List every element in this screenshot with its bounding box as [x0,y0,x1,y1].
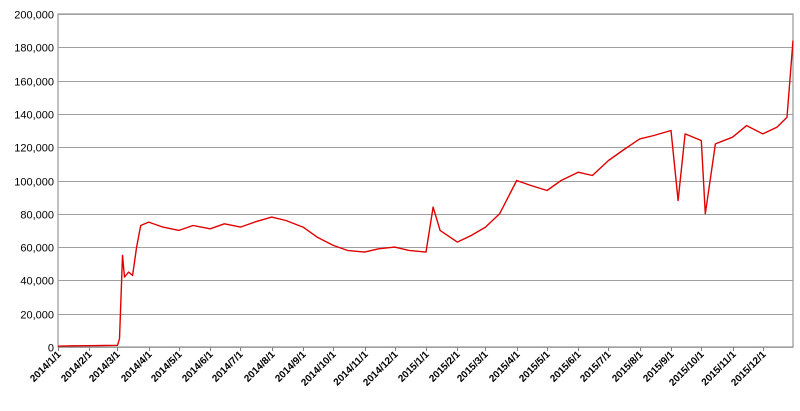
x-tick-label: 2015/1/1 [396,349,432,385]
x-tick-label: 2015/6/1 [548,349,584,385]
y-axis-ticks: 0 20,000 40,000 60,000 80,000 100,000 120,000 1… [14,10,54,355]
y-tick-label: 40,000 [20,276,54,288]
x-tick-label: 2014/7/1 [210,349,246,385]
y-tick-label: 80,000 [20,210,54,222]
x-tick-label: 2015/8/1 [610,349,646,385]
y-tick-label: 120,000 [14,143,54,155]
x-tick-label: 2014/5/1 [149,349,185,385]
y-tick-label: 60,000 [20,243,54,255]
x-tick-label: 2014/8/1 [242,349,278,385]
y-tick-label: 20,000 [20,310,54,322]
y-tick-label: 100,000 [14,177,54,189]
series-line [57,40,794,347]
x-tick-label: 2015/3/1 [455,349,491,385]
y-tick-label: 200,000 [14,10,54,22]
x-tick-label: 2015/7/1 [578,349,614,385]
x-tick-label: 2014/3/1 [87,349,123,385]
y-tick-label: 180,000 [14,43,54,55]
x-tick-label: 2014/1/1 [28,349,64,385]
x-tick-label: 2014/6/1 [180,349,216,385]
grid-lines [57,13,794,348]
y-tick-label: 0 [48,343,54,355]
series-layer [57,40,794,347]
y-tick-label: 140,000 [14,110,54,122]
plot-frame [57,13,794,348]
x-tick-label: 2015/4/1 [487,349,523,385]
y-tick-label: 160,000 [14,77,54,89]
x-axis-ticks: 2014/1/12014/2/12014/3/12014/4/12014/5/1… [28,347,769,389]
x-tick-label: 2015/5/1 [517,349,553,385]
x-tick-label: 2014/4/1 [119,349,155,385]
